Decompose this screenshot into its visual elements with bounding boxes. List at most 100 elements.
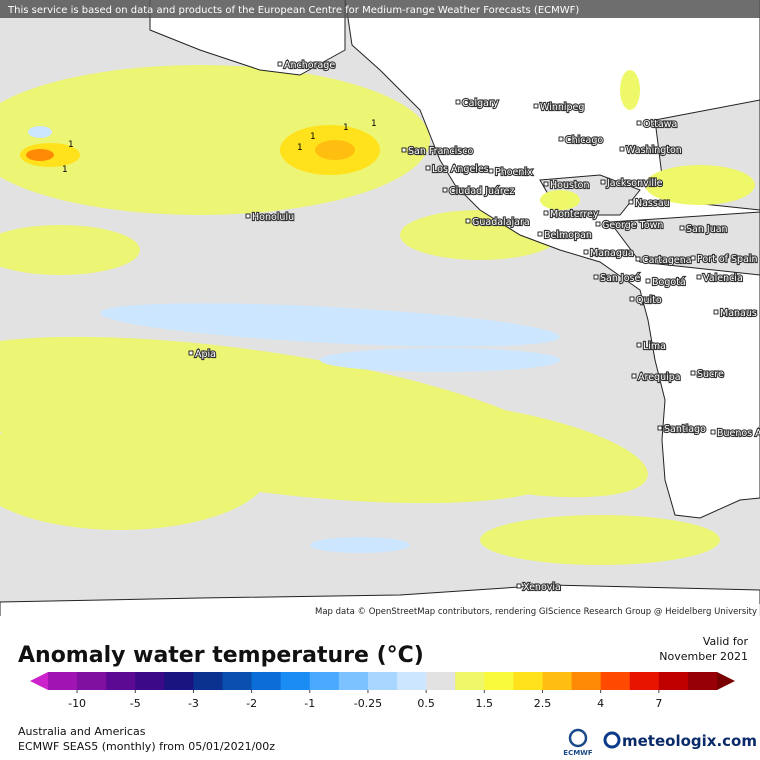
- city-label: Washington: [626, 145, 682, 156]
- colorbar-segment: [48, 672, 78, 690]
- city-label: Quito: [636, 295, 662, 306]
- anomaly-hotter: [26, 140, 355, 161]
- city-label: Xenovia: [523, 582, 561, 593]
- city-label: Anchorage: [284, 60, 335, 71]
- colorbar-segment: [426, 672, 456, 690]
- city-label: Sucre: [697, 369, 724, 380]
- colorbar-tick-label: 0.5: [417, 697, 435, 710]
- colorbar-tick-label: -0.25: [354, 697, 382, 710]
- colorbar-tick-label: 7: [655, 697, 662, 710]
- city-label: Jacksonville: [606, 178, 663, 189]
- colorbar-segment: [280, 672, 311, 690]
- valid-date: November 2021: [659, 650, 748, 663]
- city-marker: [657, 425, 663, 431]
- anomaly-cool: [28, 126, 560, 553]
- city-marker: [425, 165, 431, 171]
- city-label: Lima: [643, 341, 666, 352]
- city-marker: [710, 429, 716, 435]
- colorbar-tick-label: 4: [597, 697, 604, 710]
- colorbar-segment: [106, 672, 136, 690]
- colorbar-segment: [251, 672, 282, 690]
- city-label: Ciudad Juárez: [449, 186, 514, 197]
- city-marker: [188, 350, 194, 356]
- city-label: Monterrey: [550, 209, 599, 220]
- city-label: San José: [600, 273, 640, 284]
- attribution-bg: [336, 604, 760, 616]
- city-marker: [455, 99, 461, 105]
- colorbar-tick-label: -10: [68, 697, 86, 710]
- city-marker: [635, 256, 641, 262]
- city-marker: [713, 309, 719, 315]
- legend-title: Anomaly water temperature (°C): [18, 643, 424, 668]
- city-marker: [636, 120, 642, 126]
- city-marker: [558, 136, 564, 142]
- colorbar: -10 -5 -3 -2 -1 -0.25 0.5 1.5 2.5 4 7: [30, 672, 735, 710]
- colorbar-segment: [309, 672, 340, 690]
- city-marker: [583, 249, 589, 255]
- city-label: Los Angeles: [432, 164, 489, 175]
- city-marker: [619, 146, 625, 152]
- colorbar-tick-label: -5: [130, 697, 141, 710]
- colorbar-segment: [367, 672, 398, 690]
- city-label: Managua: [590, 248, 634, 259]
- city-label: Manaus: [720, 308, 757, 319]
- city-marker: [245, 213, 251, 219]
- contour-label: 1: [343, 123, 349, 133]
- city-label: Houston: [550, 180, 589, 191]
- city-marker: [645, 278, 651, 284]
- colorbar-segment: [600, 672, 631, 690]
- city-label: Belmopan: [544, 230, 592, 241]
- city-marker: [488, 168, 494, 174]
- city-marker: [629, 296, 635, 302]
- city-label: San Francisco: [408, 146, 473, 157]
- city-label: Guadalajara: [472, 217, 530, 228]
- map: Anchorage Calgary Winnipeg Ottawa Chicago San…: [0, 0, 760, 616]
- city-label: Buenos Aires: [717, 428, 760, 439]
- contour-label: 1: [297, 143, 303, 153]
- city-label: Arequipa: [638, 372, 681, 383]
- city-marker: [401, 147, 407, 153]
- city-labels: Anchorage Calgary Winnipeg Ottawa Chicago San…: [188, 59, 760, 594]
- city-label: Santiago: [664, 424, 706, 435]
- city-label: Calgary: [462, 98, 499, 109]
- colorbar-segment: [687, 672, 718, 690]
- brand-logo: [603, 731, 621, 749]
- colorbar-tick-label: 2.5: [534, 697, 552, 710]
- city-marker: [465, 218, 471, 224]
- city-label: Cartagena: [642, 255, 692, 266]
- colorbar-segment: [77, 672, 107, 690]
- city-marker: [533, 103, 539, 109]
- city-marker: [628, 199, 634, 205]
- valid-label: Valid for: [703, 635, 749, 648]
- city-marker: [690, 255, 696, 261]
- model-info: ECMWF SEAS5 (monthly) from 05/01/2021/00…: [18, 740, 275, 753]
- colorbar-segment: [542, 672, 573, 690]
- banner: This service is based on data and produc…: [7, 5, 579, 16]
- city-marker: [537, 231, 543, 237]
- city-marker: [690, 370, 696, 376]
- city-marker: [593, 274, 599, 280]
- colorbar-segment: [135, 672, 165, 690]
- colorbar-segment: [455, 672, 485, 690]
- region: Australia and Americas: [18, 725, 146, 738]
- colorbar-arrow: [30, 672, 48, 690]
- colorbar-segment: [397, 672, 427, 690]
- colorbar-tick-label: -1: [304, 697, 315, 710]
- colorbar-tick-label: -2: [246, 697, 257, 710]
- colorbar-segment: [571, 672, 602, 690]
- city-marker: [636, 342, 642, 348]
- colorbar-segment: [193, 672, 224, 690]
- city-label: San Juan: [686, 224, 728, 235]
- brand: meteologix.com: [622, 732, 757, 750]
- contour-label: 1: [62, 165, 68, 175]
- city-label: Honolulu: [252, 212, 294, 223]
- city-marker: [595, 221, 601, 227]
- city-marker: [600, 179, 606, 185]
- colorbar-segment: [629, 672, 660, 690]
- city-label: Winnipeg: [540, 102, 584, 113]
- city-marker: [631, 373, 637, 379]
- colorbar-segment: [513, 672, 543, 690]
- contour-label: 1: [371, 119, 377, 129]
- coast-warm: [540, 70, 755, 210]
- ecmwf-logo: [568, 728, 588, 748]
